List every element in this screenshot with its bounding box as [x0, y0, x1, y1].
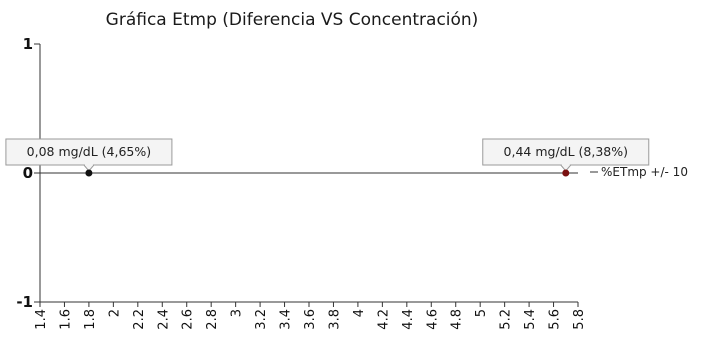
data-point[interactable] [85, 169, 93, 177]
x-tick-label: 5 [474, 309, 489, 317]
x-tick-label: 5.4 [523, 309, 538, 330]
x-tick-label: 5.2 [499, 309, 514, 330]
data-point-callout: 0,08 mg/dL (4,65%) [5, 138, 173, 172]
data-point[interactable] [562, 169, 570, 177]
y-tick-label: 1 [23, 35, 33, 53]
x-tick-label: 2.6 [181, 309, 196, 330]
x-tick-label: 2.2 [132, 309, 147, 330]
x-tick-label: 1.6 [58, 309, 73, 330]
chart-title: Gráfica Etmp (Diferencia VS Concentració… [106, 10, 479, 30]
x-tick-label: 3.8 [327, 309, 342, 330]
x-tick-label: 5.8 [572, 309, 587, 330]
x-tick-label: 4.4 [401, 309, 416, 330]
x-tick-label: 4.2 [376, 309, 391, 330]
x-tick-label: 4.8 [450, 309, 465, 330]
y-tick-label: 0 [23, 164, 33, 182]
data-point-callout: 0,44 mg/dL (8,38%) [482, 138, 650, 172]
callout-box [482, 138, 650, 166]
x-tick-label: 2.8 [205, 309, 220, 330]
x-tick-label: 2.4 [156, 309, 171, 330]
x-tick-label: 2 [107, 309, 122, 317]
x-tick-label: 3.4 [279, 309, 294, 330]
data-label: 0,44 mg/dL (8,38%) [504, 144, 628, 159]
legend-label: %ETmp +/- 10 [601, 165, 688, 179]
x-tick-label: 4.6 [425, 309, 440, 330]
x-tick-label: 3 [230, 309, 245, 317]
x-tick-label: 5.6 [548, 309, 563, 330]
callout-box [5, 138, 173, 166]
x-tick-label: 1.4 [34, 309, 49, 330]
data-label: 0,08 mg/dL (4,65%) [27, 144, 151, 159]
x-tick-label: 3.6 [303, 309, 318, 330]
x-tick-label: 3.2 [254, 309, 269, 330]
x-tick-label: 4 [352, 309, 367, 317]
x-tick-label: 1.8 [83, 309, 98, 330]
y-tick-label: -1 [16, 293, 33, 311]
